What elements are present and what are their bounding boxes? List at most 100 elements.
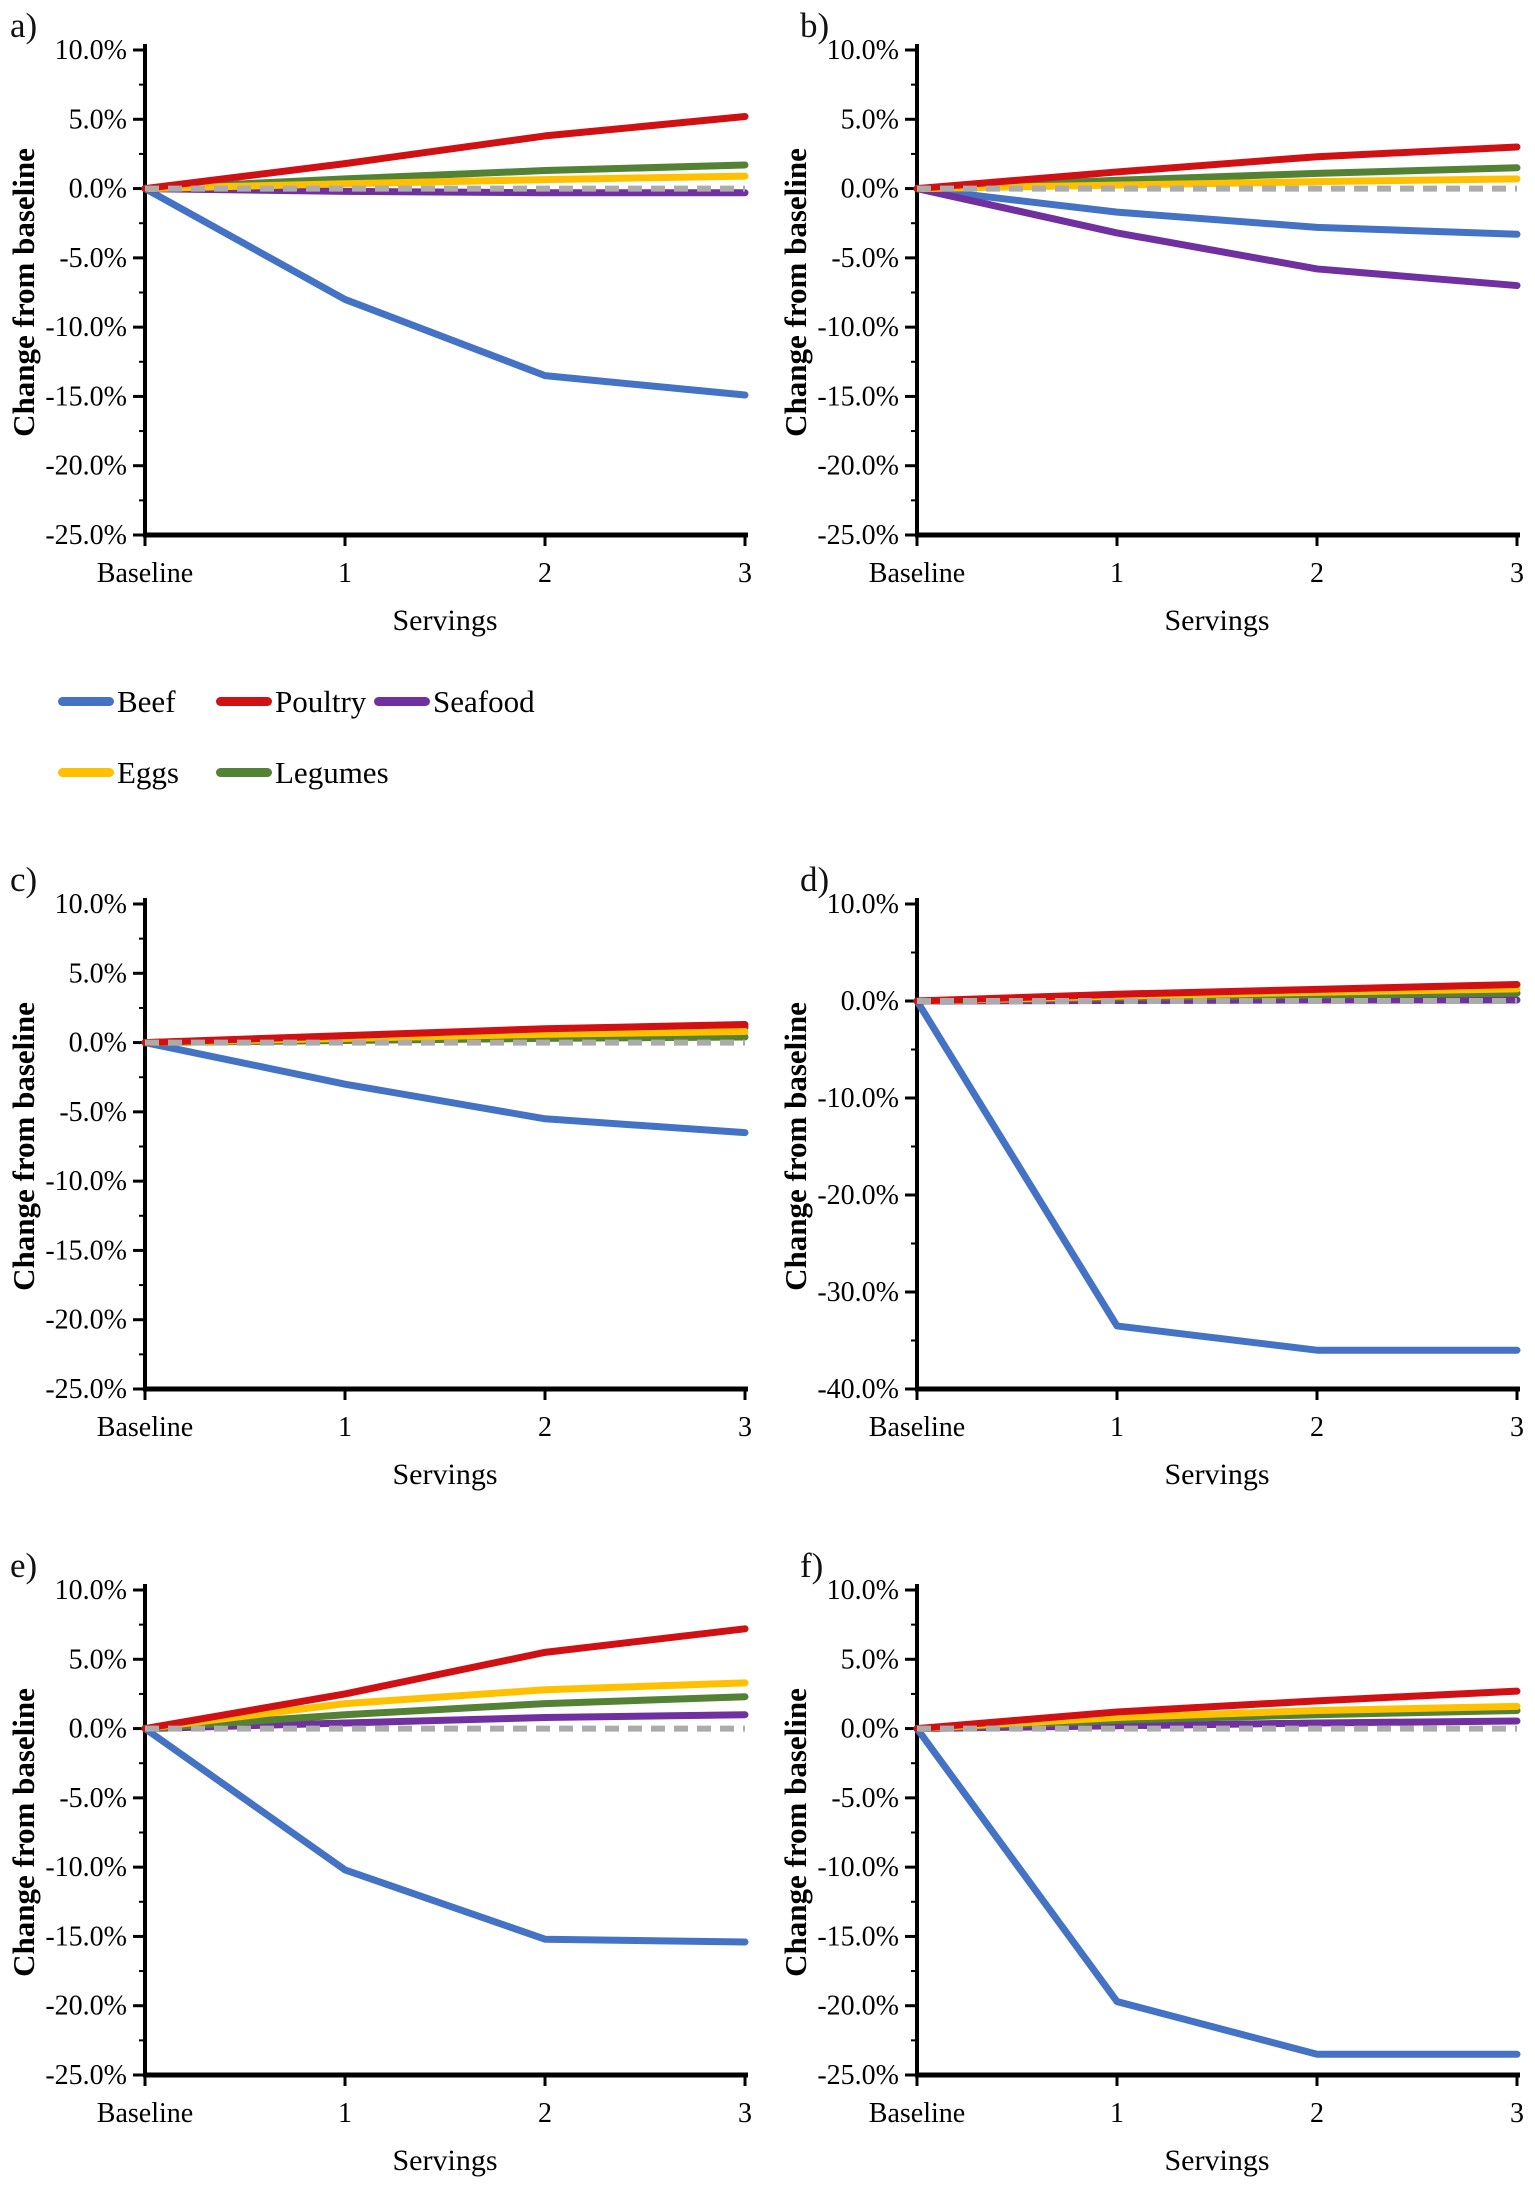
legend-label-seafood: Seafood	[433, 684, 535, 719]
series-poultry-line	[141, 113, 749, 193]
x-tick-label: 3	[738, 1412, 752, 1443]
legend-item-seafood: Seafood	[374, 686, 544, 717]
legend: Beef Poultry Seafood Eggs Legumes	[58, 686, 544, 788]
y-tick-label: -20.0%	[817, 1180, 899, 1211]
y-tick-label: 10.0%	[827, 1575, 899, 1606]
y-axis-title: Change from baseline	[778, 1688, 813, 1977]
x-tick-label: 3	[1510, 558, 1524, 589]
x-tick-label: Baseline	[869, 2098, 965, 2129]
series-poultry-line	[913, 1687, 1521, 1733]
y-tick-label: 0.0%	[69, 1714, 127, 1745]
y-tick-label: -20.0%	[817, 451, 899, 482]
y-tick-label: -25.0%	[45, 2060, 127, 2091]
chart-a-svg: 10.0% 5.0% 0.0% -5.0% -10.0% -15.0% -20.0% -25.…	[6, 35, 752, 637]
chart-panel-d: d) 10.0% 0.0% -10.0% -20.0% -30.0% -40.0% Basel…	[772, 862, 1534, 1494]
y-tick-label: -15.0%	[817, 381, 899, 412]
series-seafood-line	[913, 185, 1521, 290]
legend-item-poultry: Poultry	[216, 686, 374, 717]
y-tick-label: 5.0%	[841, 1644, 899, 1675]
x-tick-label: 1	[338, 558, 352, 589]
y-tick-label: -10.0%	[817, 1083, 899, 1114]
y-tick-label: -10.0%	[817, 312, 899, 343]
x-tick-label: 2	[1310, 558, 1324, 589]
chart-panel-a: a) 10.0% 5.0% 0.0% -5.0% -10.0% -15.0% -20.0% -2…	[0, 8, 762, 640]
panel-letter-a: a)	[10, 6, 38, 45]
y-tick-label: -5.0%	[831, 243, 899, 274]
legend-item-legumes: Legumes	[216, 757, 389, 788]
series-beef-line	[913, 997, 1521, 1354]
y-tick-label: 5.0%	[69, 958, 127, 989]
y-tick-label: 5.0%	[69, 104, 127, 135]
series-poultry-line	[141, 1625, 749, 1733]
y-tick-label: -40.0%	[817, 1374, 899, 1405]
x-tick-label: 3	[738, 558, 752, 589]
y-tick-label: -20.0%	[817, 1991, 899, 2022]
x-axis-title: Servings	[393, 604, 498, 637]
chart-panel-e: e) 10.0% 5.0% 0.0% -5.0% -10.0% -15.0% -20.0% -2…	[0, 1548, 762, 2180]
y-tick-label: -5.0%	[831, 1783, 899, 1814]
series-poultry-line	[913, 981, 1521, 1005]
series-beef-line	[141, 185, 749, 399]
series-beef-line	[141, 1725, 749, 1946]
y-tick-label: 0.0%	[69, 174, 127, 205]
legend-swatch-eggs	[58, 768, 114, 777]
y-tick-label: -15.0%	[817, 1921, 899, 1952]
x-tick-label: 1	[1110, 558, 1124, 589]
panel-letter-c: c)	[10, 860, 38, 899]
x-tick-label: 1	[1110, 2098, 1124, 2129]
x-tick-label: 2	[1310, 1412, 1324, 1443]
series-beef-line	[913, 1725, 1521, 2058]
panel-letter-e: e)	[10, 1546, 38, 1585]
y-axis-title: Change from baseline	[6, 148, 41, 437]
x-tick-label: Baseline	[869, 558, 965, 589]
y-tick-label: -10.0%	[45, 1166, 127, 1197]
x-tick-label: 1	[338, 1412, 352, 1443]
y-tick-label: 10.0%	[55, 1575, 127, 1606]
y-tick-label: 0.0%	[841, 174, 899, 205]
y-tick-label: 0.0%	[841, 986, 899, 1017]
y-axis-title: Change from baseline	[6, 1002, 41, 1291]
legend-swatch-legumes	[216, 768, 272, 777]
series-beef-line	[141, 1039, 749, 1137]
y-tick-label: -10.0%	[45, 312, 127, 343]
y-tick-label: 10.0%	[827, 889, 899, 920]
y-tick-label: 10.0%	[827, 35, 899, 66]
y-tick-label: -25.0%	[817, 520, 899, 551]
chart-e-svg: 10.0% 5.0% 0.0% -5.0% -10.0% -15.0% -20.0% -25.…	[6, 1575, 752, 2177]
y-tick-label: 5.0%	[841, 104, 899, 135]
chart-panel-f: f) 10.0% 5.0% 0.0% -5.0% -10.0% -15.0% -20.0% -2…	[772, 1548, 1534, 2180]
y-tick-label: -30.0%	[817, 1277, 899, 1308]
x-tick-label: 1	[338, 2098, 352, 2129]
legend-swatch-beef	[58, 697, 114, 706]
y-axis-title: Change from baseline	[778, 1002, 813, 1291]
y-tick-label: -20.0%	[45, 1991, 127, 2022]
panel-letter-b: b)	[800, 6, 830, 45]
chart-panel-c: c) 10.0% 5.0% 0.0% -5.0% -10.0% -15.0% -20.0% -2…	[0, 862, 762, 1494]
legend-swatch-poultry	[216, 697, 272, 706]
x-axis-title: Servings	[393, 1458, 498, 1491]
x-tick-label: 2	[538, 558, 552, 589]
series-eggs-line	[141, 1679, 749, 1733]
panel-letter-f: f)	[800, 1546, 824, 1585]
chart-b-svg: 10.0% 5.0% 0.0% -5.0% -10.0% -15.0% -20.0% -25.…	[778, 35, 1524, 637]
x-tick-label: 1	[1110, 1412, 1124, 1443]
y-tick-label: -20.0%	[45, 451, 127, 482]
legend-spacer	[374, 757, 544, 788]
chart-panel-b: b) 10.0% 5.0% 0.0% -5.0% -10.0% -15.0% -20.0% -2…	[772, 8, 1534, 640]
series-beef-line	[913, 185, 1521, 238]
x-tick-label: 3	[1510, 2098, 1524, 2129]
legend-item-beef: Beef	[58, 686, 216, 717]
x-axis-title: Servings	[393, 2144, 498, 2177]
y-tick-label: 5.0%	[69, 1644, 127, 1675]
y-tick-label: -5.0%	[59, 1783, 127, 1814]
y-tick-label: -25.0%	[45, 520, 127, 551]
legend-label-poultry: Poultry	[275, 684, 367, 719]
panel-letter-d: d)	[800, 860, 830, 899]
legend-item-eggs: Eggs	[58, 757, 216, 788]
y-tick-label: -10.0%	[45, 1852, 127, 1883]
legend-label-beef: Beef	[117, 684, 176, 719]
chart-c-svg: 10.0% 5.0% 0.0% -5.0% -10.0% -15.0% -20.0% -25.…	[6, 889, 752, 1491]
series-poultry-line	[913, 143, 1521, 193]
y-tick-label: -15.0%	[45, 381, 127, 412]
y-tick-label: -10.0%	[817, 1852, 899, 1883]
